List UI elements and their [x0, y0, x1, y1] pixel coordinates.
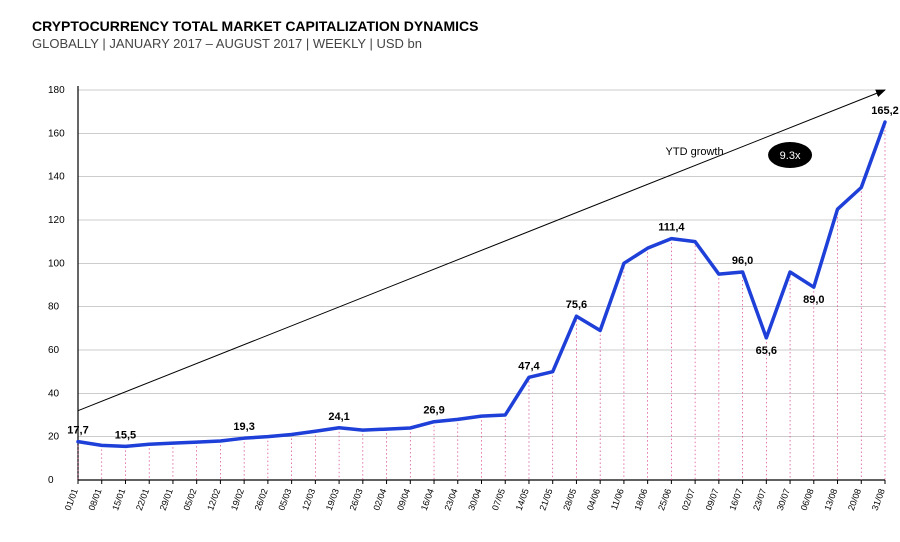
chart-container: CRYPTOCURRENCY TOTAL MARKET CAPITALIZATI…: [0, 0, 900, 542]
chart-subtitle: GLOBALLY | JANUARY 2017 – AUGUST 2017 | …: [32, 36, 422, 51]
x-tick-label: 12/03: [300, 487, 317, 512]
y-tick-label: 20: [48, 432, 60, 443]
value-label: 47,4: [518, 360, 540, 372]
value-label: 26,9: [423, 405, 444, 417]
x-tick-label: 08/01: [87, 487, 104, 512]
trend-label: YTD growth: [666, 146, 724, 158]
x-tick-label: 26/02: [253, 487, 270, 512]
x-tick-label: 26/03: [348, 487, 365, 512]
x-tick-label: 09/07: [704, 487, 721, 512]
value-label: 165,2: [871, 105, 899, 117]
value-label: 75,6: [566, 299, 587, 311]
x-tick-label: 02/07: [680, 487, 697, 512]
value-label: 89,0: [803, 294, 824, 306]
value-label: 111,4: [658, 222, 685, 234]
line-chart: 0 20 40 60 80 100 120 140 160 180 01/01 08/01 15/01 2…: [0, 0, 900, 542]
value-label: 24,1: [328, 411, 349, 423]
x-tick-label: 06/08: [799, 487, 816, 512]
y-tick-label: 40: [48, 388, 60, 399]
y-tick-label: 100: [48, 258, 65, 269]
x-tick-label: 05/02: [181, 487, 198, 512]
y-tick-label: 180: [48, 85, 65, 96]
x-tick-label: 29/01: [158, 487, 175, 512]
y-tick-label: 120: [48, 215, 65, 226]
value-label: 15,5: [115, 429, 136, 441]
y-tick-label: 160: [48, 128, 65, 139]
x-tick-label: 14/05: [514, 487, 531, 512]
x-tick-label: 04/06: [585, 487, 602, 512]
x-tick-label: 12/02: [205, 487, 222, 512]
value-label: 65,6: [756, 345, 777, 357]
x-tick-label: 23/04: [443, 487, 460, 512]
x-tick-label: 20/08: [846, 487, 863, 512]
y-tick-label: 0: [48, 475, 54, 486]
y-tick-label: 60: [48, 345, 60, 356]
x-tick-label: 01/01: [63, 487, 80, 512]
x-tick-label: 18/06: [632, 487, 649, 512]
trend-arrow: [78, 90, 885, 411]
x-tick-label: 09/04: [395, 487, 412, 512]
trend-badge-text: 9.3x: [780, 150, 801, 162]
x-tick-label: 19/03: [324, 487, 341, 512]
x-tick-label: 22/01: [134, 487, 151, 512]
x-tick-label: 15/01: [110, 487, 127, 512]
x-tick-label: 30/04: [466, 487, 483, 512]
y-tick-label: 80: [48, 302, 60, 313]
x-tick-label: 30/07: [775, 487, 792, 512]
x-tick-label: 11/06: [609, 487, 626, 511]
chart-title: CRYPTOCURRENCY TOTAL MARKET CAPITALIZATI…: [32, 18, 478, 34]
value-label: 19,3: [233, 421, 254, 433]
x-tick-label: 19/02: [229, 487, 246, 512]
value-label: 17,7: [67, 425, 88, 437]
x-tick-label: 25/06: [656, 487, 673, 512]
x-tick-label: 07/05: [490, 487, 507, 512]
x-tick-label: 16/07: [727, 487, 744, 512]
x-tick-label: 31/08: [870, 487, 887, 512]
x-tick-label: 16/04: [419, 487, 436, 512]
value-label: 96,0: [732, 255, 753, 267]
x-tick-label: 28/05: [561, 487, 578, 512]
x-tick-label: 02/04: [371, 487, 388, 512]
x-tick-label: 23/07: [751, 487, 768, 512]
data-line: [78, 122, 885, 446]
x-tick-label: 13/08: [822, 487, 839, 512]
y-tick-label: 140: [48, 172, 65, 183]
x-tick-label: 05/03: [276, 487, 293, 512]
x-tick-label: 21/05: [537, 487, 554, 512]
